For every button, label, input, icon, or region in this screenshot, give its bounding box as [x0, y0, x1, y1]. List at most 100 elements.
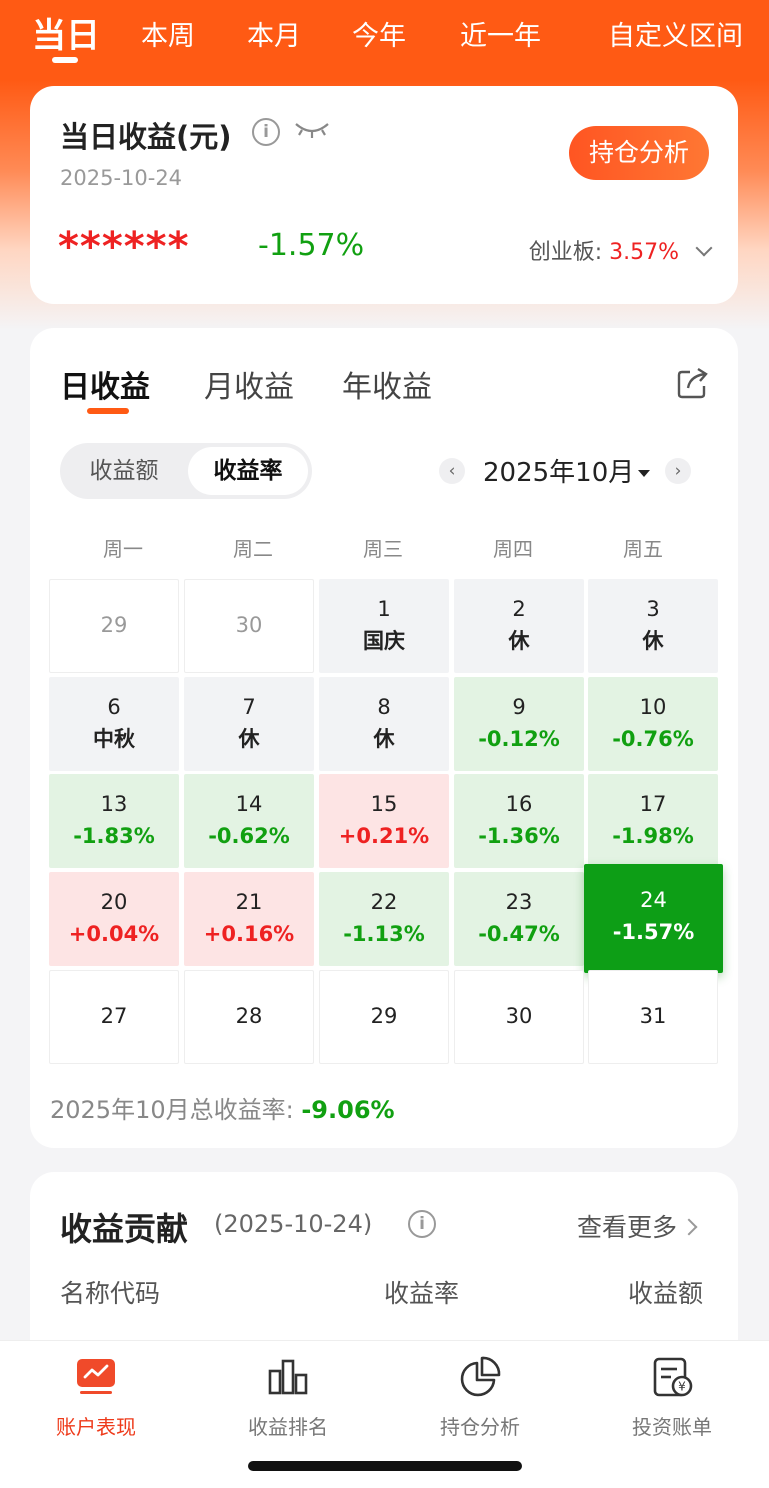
trend-chart-icon [77, 1359, 115, 1394]
day-status: 中秋 [93, 727, 135, 751]
day-rate: +0.21% [338, 824, 430, 848]
daily-rate: -1.57% [258, 228, 365, 263]
weekday-label: 周四 [493, 537, 533, 561]
contribution-title: 收益贡献 [60, 1210, 189, 1248]
period-tab-custom[interactable]: 自定义区间 [608, 21, 743, 52]
tab-daily-income[interactable]: 日收益 [60, 370, 150, 405]
period-tab-today[interactable]: 当日 [32, 16, 100, 56]
nav-label: 投资账单 [632, 1415, 712, 1439]
calendar-day[interactable]: 22 -1.13% [319, 872, 449, 966]
eye-closed-icon[interactable] [294, 118, 330, 142]
chevron-right-icon [680, 1218, 698, 1236]
day-number: 2 [512, 597, 526, 621]
day-number: 3 [646, 597, 660, 621]
month-total-label: 2025年10月总收益率: [50, 1096, 294, 1124]
tab-monthly-income[interactable]: 月收益 [204, 370, 294, 405]
day-number: 24 [640, 888, 667, 912]
calendar-day[interactable]: 13 -1.83% [49, 774, 179, 868]
day-number: 17 [639, 792, 667, 816]
calendar-day[interactable]: 10 -0.76% [588, 677, 718, 771]
calendar-day: 27 [49, 970, 179, 1064]
period-tab-week[interactable]: 本周 [141, 21, 195, 52]
day-number: 20 [100, 890, 128, 914]
nav-label: 收益排名 [248, 1415, 328, 1439]
calendar-day[interactable]: 21 +0.16% [184, 872, 314, 966]
day-rate: -1.36% [478, 824, 560, 848]
calendar-day: 6 中秋 [49, 677, 179, 771]
day-number: 14 [235, 792, 263, 816]
month-total-rate: 2025年10月总收益率: -9.06% [50, 1090, 395, 1125]
period-tab-year[interactable]: 今年 [352, 21, 406, 52]
caret-down-icon [638, 470, 651, 477]
day-number: 13 [100, 792, 128, 816]
day-status: 休 [373, 727, 395, 751]
month-label: 2025年10月 [483, 458, 635, 488]
day-number: 31 [639, 1004, 667, 1028]
day-rate: -1.83% [73, 824, 155, 848]
day-status: 休 [642, 629, 664, 653]
calendar-day: 28 [184, 970, 314, 1064]
month-selector[interactable]: 2025年10月 [483, 452, 651, 489]
calendar-day[interactable]: 9 -0.12% [454, 677, 584, 771]
period-tab-last-year[interactable]: 近一年 [460, 21, 541, 52]
view-more-link[interactable]: 查看更多 [577, 1208, 698, 1244]
benchmark-label: 创业板: [528, 240, 603, 265]
nav-account-performance[interactable]: 账户表现 [21, 1355, 171, 1440]
column-header-amount[interactable]: 收益额 [628, 1279, 704, 1308]
day-number: 8 [377, 695, 391, 719]
day-rate: -0.47% [478, 922, 560, 946]
pie-chart-icon [460, 1356, 501, 1397]
weekday-label: 周二 [233, 537, 273, 561]
day-rate: -0.76% [612, 727, 694, 751]
day-rate: -1.57% [612, 920, 695, 944]
day-status: 休 [238, 727, 260, 751]
svg-text:¥: ¥ [678, 1380, 686, 1394]
benchmark-selector[interactable]: 创业板: 3.57% [528, 234, 713, 266]
info-icon[interactable]: i [252, 118, 280, 146]
holding-analysis-button[interactable]: 持仓分析 [569, 126, 709, 180]
contribution-date: (2025-10-24) [214, 1210, 373, 1238]
summary-title: 当日收益(元) [60, 120, 232, 154]
day-rate: -0.12% [478, 727, 560, 751]
day-number: 7 [242, 695, 256, 719]
share-icon[interactable] [676, 366, 710, 400]
calendar-day[interactable]: 23 -0.47% [454, 872, 584, 966]
day-status: 国庆 [363, 629, 405, 653]
info-icon[interactable]: i [408, 1210, 436, 1238]
toggle-rate[interactable]: 收益率 [188, 447, 308, 495]
column-header-name: 名称代码 [60, 1279, 161, 1308]
day-number: 30 [505, 1004, 533, 1028]
column-header-rate[interactable]: 收益率 [384, 1279, 460, 1308]
day-rate: -1.13% [343, 922, 425, 946]
day-number: 9 [512, 695, 526, 719]
period-tab-indicator [52, 57, 78, 63]
prev-month-button[interactable]: ‹ [439, 458, 465, 484]
calendar-day[interactable]: 17 -1.98% [588, 774, 718, 868]
day-rate: +0.04% [68, 922, 160, 946]
period-tabs: 当日 本周 本月 今年 近一年 自定义区间 [0, 0, 769, 70]
nav-label: 持仓分析 [440, 1415, 520, 1439]
calendar-day[interactable]: 14 -0.62% [184, 774, 314, 868]
calendar-day[interactable]: 16 -1.36% [454, 774, 584, 868]
next-month-button[interactable]: › [665, 458, 691, 484]
day-number: 30 [235, 613, 263, 637]
calendar-day[interactable]: 20 +0.04% [49, 872, 179, 966]
income-contribution-card: 收益贡献 (2025-10-24) i 查看更多 名称代码 收益率 收益额 [30, 1172, 738, 1372]
bar-chart-icon [268, 1359, 308, 1395]
benchmark-value: 3.57% [609, 240, 679, 265]
calendar-day-selected[interactable]: 24 -1.57% [584, 864, 723, 973]
toggle-amount[interactable]: 收益额 [89, 458, 159, 484]
tab-indicator [87, 408, 129, 414]
day-number: 28 [235, 1004, 263, 1028]
period-tab-month[interactable]: 本月 [247, 21, 301, 52]
tab-yearly-income[interactable]: 年收益 [342, 370, 432, 405]
nav-holding-analysis[interactable]: 持仓分析 [405, 1355, 555, 1440]
nav-income-ranking[interactable]: 收益排名 [213, 1355, 363, 1440]
daily-summary-card: 当日收益(元) i 2025-10-24 ****** -1.57% 持仓分析 … [30, 86, 738, 304]
calendar-day[interactable]: 15 +0.21% [319, 774, 449, 868]
nav-investment-bill[interactable]: ¥ 投资账单 [597, 1355, 747, 1440]
calendar-day: 30 [184, 579, 314, 673]
